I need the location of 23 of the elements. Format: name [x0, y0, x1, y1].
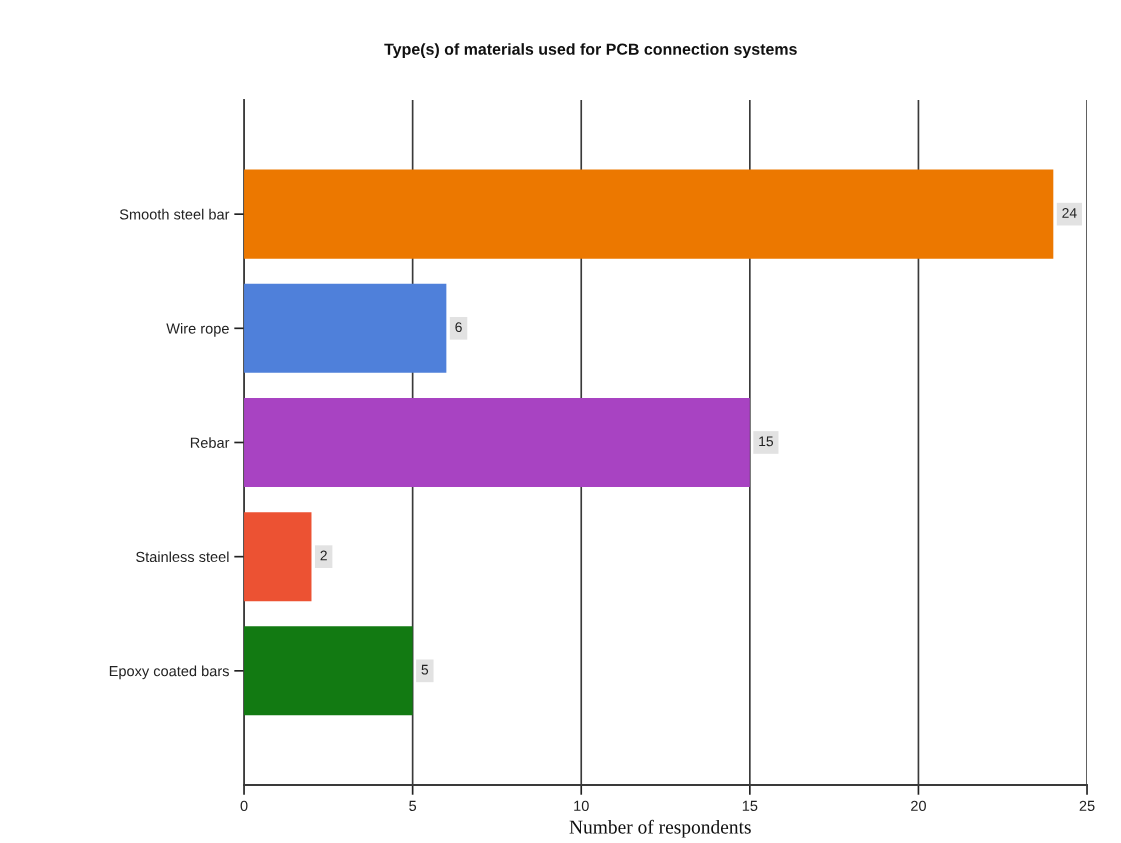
bar [244, 512, 312, 602]
x-tick-label: 0 [240, 800, 248, 811]
x-tick-label: 15 [742, 800, 758, 811]
bar [244, 626, 413, 716]
x-tick-label: 20 [911, 800, 926, 811]
data-label: 6 [455, 322, 462, 333]
bar [244, 397, 750, 488]
bar [244, 169, 1054, 259]
y-tick-label: Rebar [190, 437, 230, 448]
data-label: 2 [320, 550, 327, 561]
x-axis-title: Number of respondents [569, 819, 751, 838]
y-tick-label: Epoxy coated bars [109, 665, 229, 680]
y-tick-label: Smooth steel bar [119, 208, 230, 220]
y-tick-label: Stainless steel [136, 551, 229, 563]
data-label: 24 [1062, 208, 1077, 218]
bar [244, 283, 447, 373]
chart-title: Type(s) of materials used for PCB connection systems [384, 43, 797, 59]
x-tick-label: 10 [574, 800, 589, 811]
x-tick-label: 25 [1079, 800, 1095, 811]
data-label: 5 [421, 664, 429, 675]
x-tick-label: 5 [409, 800, 417, 811]
y-tick-label: Wire rope [166, 323, 229, 337]
data-label: 15 [759, 436, 774, 447]
